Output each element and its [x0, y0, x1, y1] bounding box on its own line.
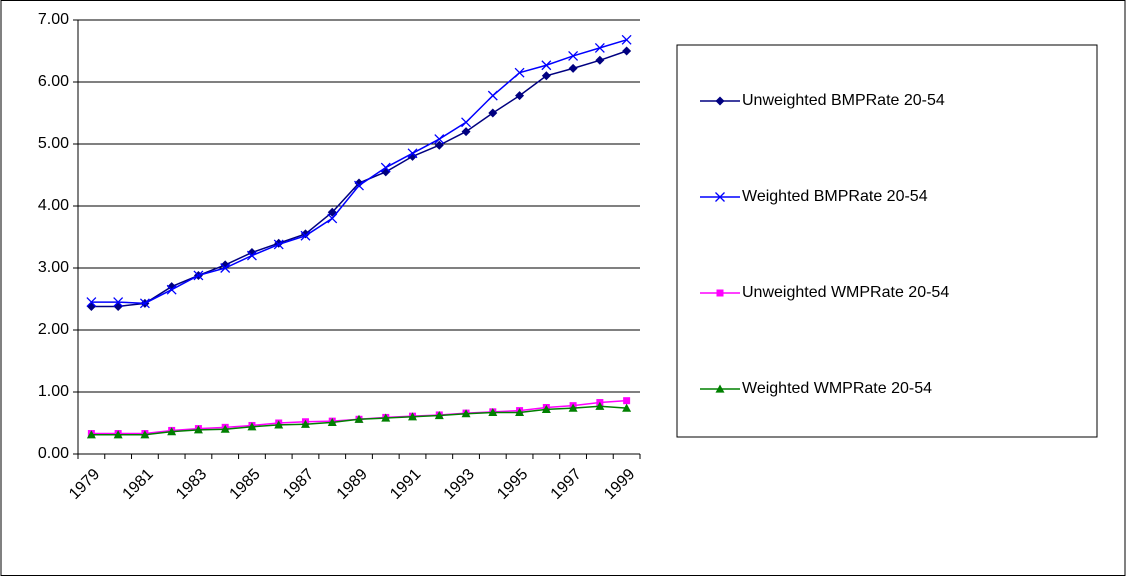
- marker: [381, 413, 391, 422]
- y-tick-label: 5.00: [38, 135, 69, 152]
- x-tick-label: 1999: [601, 466, 638, 503]
- x-tick-label: 1995: [494, 466, 531, 503]
- y-tick-label: 2.00: [38, 321, 69, 338]
- x-tick-label: 1985: [227, 466, 264, 503]
- marker: [166, 284, 177, 295]
- marker: [488, 407, 498, 417]
- marker: [408, 412, 418, 421]
- x-tick-label: 1981: [120, 466, 157, 503]
- legend-label: Weighted WMPRate 20-54: [742, 380, 932, 397]
- marker: [715, 96, 725, 106]
- marker: [86, 430, 96, 439]
- marker: [327, 417, 337, 426]
- marker: [246, 250, 257, 261]
- marker: [514, 67, 525, 78]
- marker: [568, 403, 578, 412]
- marker: [715, 192, 725, 202]
- marker: [541, 71, 551, 81]
- y-tick-label: 0.00: [38, 445, 69, 462]
- marker: [461, 127, 471, 137]
- marker: [220, 263, 231, 273]
- marker: [113, 301, 123, 311]
- marker: [407, 148, 418, 159]
- marker: [139, 298, 150, 309]
- marker: [193, 425, 203, 434]
- legend-label: Weighted BMPRate 20-54: [742, 188, 928, 205]
- legend: [676, 44, 1098, 438]
- y-tick-label: 7.00: [38, 11, 69, 28]
- marker: [113, 297, 124, 308]
- marker: [622, 46, 632, 56]
- marker: [86, 301, 96, 311]
- x-tick-label: 1983: [173, 466, 210, 503]
- marker: [623, 397, 631, 405]
- marker: [595, 55, 605, 65]
- y-tick-label: 1.00: [38, 383, 69, 400]
- x-tick-label: 1997: [548, 466, 585, 503]
- marker: [193, 270, 204, 281]
- marker: [247, 422, 257, 431]
- x-tick-label: 1979: [66, 466, 103, 503]
- marker: [594, 42, 605, 53]
- x-tick-label: 1993: [441, 466, 478, 503]
- marker: [541, 404, 551, 413]
- marker: [300, 230, 311, 241]
- marker: [380, 162, 391, 173]
- marker: [515, 407, 525, 417]
- marker: [140, 430, 150, 439]
- marker: [86, 297, 97, 308]
- marker: [621, 34, 632, 45]
- marker: [273, 239, 284, 250]
- x-tick-label: 1989: [334, 466, 371, 503]
- legend-label: Unweighted BMPRate 20-54: [742, 92, 945, 109]
- marker: [167, 427, 177, 436]
- marker: [541, 60, 552, 71]
- marker: [434, 140, 444, 150]
- marker: [461, 117, 472, 128]
- marker: [568, 63, 578, 73]
- marker: [716, 289, 724, 297]
- x-tick-label: 1987: [280, 466, 317, 503]
- marker: [327, 213, 338, 224]
- marker: [461, 409, 471, 418]
- marker: [381, 167, 391, 177]
- marker: [247, 248, 257, 257]
- marker: [354, 414, 364, 423]
- marker: [274, 420, 284, 429]
- y-tick-label: 3.00: [38, 259, 69, 276]
- marker: [220, 424, 230, 433]
- marker: [434, 134, 445, 144]
- marker: [515, 91, 525, 101]
- marker: [568, 51, 579, 61]
- marker: [488, 108, 498, 118]
- x-tick-label: 1991: [387, 466, 424, 503]
- y-tick-label: 6.00: [38, 73, 69, 90]
- marker: [434, 411, 444, 420]
- marker: [622, 403, 632, 412]
- marker: [487, 90, 498, 101]
- legend-label: Unweighted WMPRate 20-54: [742, 284, 949, 301]
- y-tick-label: 4.00: [38, 197, 69, 214]
- marker: [354, 178, 364, 188]
- marker: [715, 384, 725, 393]
- marker: [113, 430, 123, 439]
- marker: [354, 180, 364, 191]
- plot-area: [78, 20, 640, 454]
- marker: [300, 419, 310, 428]
- marker: [595, 401, 605, 410]
